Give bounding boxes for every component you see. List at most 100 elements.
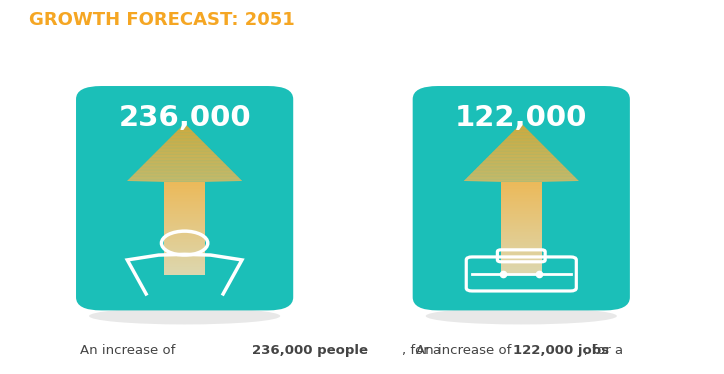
Polygon shape <box>501 255 542 256</box>
Polygon shape <box>164 209 205 210</box>
Polygon shape <box>501 249 542 250</box>
Polygon shape <box>474 170 568 171</box>
Polygon shape <box>164 273 205 274</box>
Polygon shape <box>164 200 205 201</box>
Polygon shape <box>147 160 222 161</box>
Polygon shape <box>487 157 556 158</box>
Polygon shape <box>164 257 205 258</box>
Polygon shape <box>495 148 547 149</box>
Polygon shape <box>151 156 218 157</box>
Polygon shape <box>164 211 205 212</box>
Polygon shape <box>161 146 208 147</box>
Polygon shape <box>501 256 542 257</box>
Polygon shape <box>518 126 525 127</box>
Polygon shape <box>510 133 532 134</box>
Polygon shape <box>164 183 205 184</box>
Polygon shape <box>164 201 205 202</box>
Polygon shape <box>164 245 205 246</box>
Polygon shape <box>501 273 542 274</box>
Polygon shape <box>164 241 205 242</box>
Polygon shape <box>501 226 542 227</box>
Polygon shape <box>164 196 205 197</box>
Polygon shape <box>501 209 542 210</box>
Polygon shape <box>501 247 542 248</box>
Polygon shape <box>164 188 205 189</box>
Polygon shape <box>501 231 542 232</box>
Polygon shape <box>501 197 542 198</box>
Polygon shape <box>469 175 573 176</box>
Polygon shape <box>501 188 542 189</box>
Polygon shape <box>170 137 199 138</box>
Polygon shape <box>130 178 240 179</box>
Polygon shape <box>164 214 205 215</box>
Polygon shape <box>164 143 205 144</box>
Polygon shape <box>491 153 552 154</box>
Polygon shape <box>164 260 205 261</box>
Polygon shape <box>501 267 542 268</box>
Polygon shape <box>130 177 239 178</box>
Polygon shape <box>508 135 534 136</box>
Polygon shape <box>501 222 542 223</box>
Polygon shape <box>164 253 205 254</box>
Polygon shape <box>164 237 205 238</box>
Polygon shape <box>501 207 542 208</box>
Polygon shape <box>156 151 214 152</box>
Polygon shape <box>164 222 205 223</box>
Polygon shape <box>501 225 542 226</box>
Polygon shape <box>501 262 542 263</box>
Text: , for a: , for a <box>584 344 623 357</box>
Ellipse shape <box>426 307 617 324</box>
Polygon shape <box>164 202 205 203</box>
Polygon shape <box>155 152 214 153</box>
Text: An increase of: An increase of <box>416 344 516 357</box>
Text: 122,000: 122,000 <box>455 104 587 132</box>
Polygon shape <box>144 163 225 164</box>
Polygon shape <box>181 126 188 127</box>
Polygon shape <box>503 141 539 142</box>
Polygon shape <box>481 163 562 164</box>
Polygon shape <box>164 189 205 190</box>
Polygon shape <box>501 239 542 240</box>
Polygon shape <box>501 195 542 196</box>
Polygon shape <box>164 220 205 221</box>
Polygon shape <box>482 162 560 163</box>
Polygon shape <box>177 131 193 132</box>
Polygon shape <box>505 138 537 140</box>
Polygon shape <box>501 186 542 187</box>
Polygon shape <box>164 223 205 224</box>
Polygon shape <box>464 181 578 182</box>
Polygon shape <box>171 136 198 137</box>
Polygon shape <box>178 129 191 130</box>
Polygon shape <box>501 246 542 247</box>
Polygon shape <box>501 193 542 194</box>
Polygon shape <box>489 155 554 156</box>
Polygon shape <box>138 170 232 171</box>
Polygon shape <box>142 165 227 166</box>
Polygon shape <box>501 266 542 267</box>
Polygon shape <box>517 127 526 128</box>
Polygon shape <box>164 264 205 265</box>
Polygon shape <box>164 274 205 275</box>
Polygon shape <box>164 197 205 198</box>
Polygon shape <box>501 214 542 215</box>
Polygon shape <box>164 238 205 239</box>
Polygon shape <box>140 166 229 167</box>
Polygon shape <box>501 232 542 233</box>
Polygon shape <box>501 187 542 188</box>
Polygon shape <box>501 183 542 184</box>
Polygon shape <box>510 134 533 135</box>
Polygon shape <box>127 180 242 181</box>
Polygon shape <box>139 168 230 169</box>
Polygon shape <box>501 270 542 271</box>
Polygon shape <box>501 223 542 224</box>
Polygon shape <box>501 204 542 205</box>
Polygon shape <box>501 198 542 199</box>
Polygon shape <box>501 210 542 211</box>
Polygon shape <box>501 196 542 197</box>
Polygon shape <box>486 158 557 159</box>
Polygon shape <box>164 204 205 205</box>
Polygon shape <box>164 263 205 264</box>
Polygon shape <box>164 216 205 217</box>
Polygon shape <box>164 213 205 214</box>
Polygon shape <box>501 237 542 238</box>
